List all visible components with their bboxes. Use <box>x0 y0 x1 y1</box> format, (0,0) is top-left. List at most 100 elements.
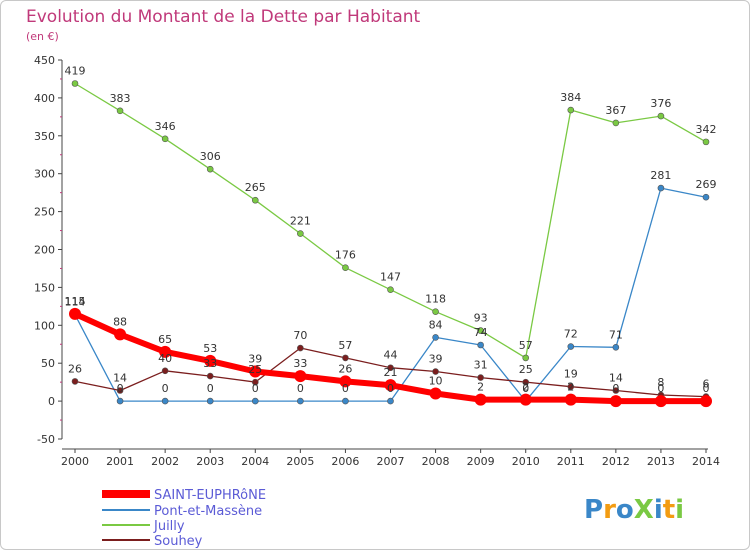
data-point <box>564 393 577 406</box>
data-point <box>114 328 127 341</box>
data-point <box>342 354 349 362</box>
proxiti-logo: ProXiti <box>584 495 684 525</box>
logo-letter: o <box>616 495 634 525</box>
data-label: 0 <box>657 382 664 395</box>
data-label: 72 <box>564 328 578 341</box>
data-point <box>612 119 620 127</box>
data-point <box>161 397 169 405</box>
y-tick-label: 450 <box>34 54 55 67</box>
data-label: 265 <box>245 181 266 194</box>
series-layer <box>69 80 712 408</box>
logo-letter: i <box>654 495 663 525</box>
data-label: 70 <box>293 329 307 342</box>
data-point <box>161 367 169 375</box>
x-tick-label: 2013 <box>647 455 675 468</box>
data-label: 0 <box>207 382 214 395</box>
data-point <box>432 334 439 341</box>
x-tick-label: 2009 <box>467 455 495 468</box>
data-label: 93 <box>474 312 488 325</box>
data-point <box>251 196 259 204</box>
data-point <box>251 397 259 405</box>
data-point <box>206 397 214 405</box>
data-label: 25 <box>519 363 533 376</box>
data-label: 306 <box>200 150 221 163</box>
data-label: 57 <box>338 339 352 352</box>
data-point <box>657 112 665 120</box>
data-point <box>206 372 214 380</box>
data-point <box>297 230 304 237</box>
data-label: 10 <box>429 375 443 388</box>
x-tick-label: 2006 <box>331 455 359 468</box>
data-label: 419 <box>65 64 86 77</box>
x-tick-label: 2005 <box>286 455 314 468</box>
x-tick-label: 2001 <box>106 455 134 468</box>
logo-wordmark: ProXiti <box>584 495 684 525</box>
data-label: 40 <box>158 352 172 365</box>
data-point <box>342 264 349 271</box>
data-label: 84 <box>429 318 443 331</box>
data-point <box>69 307 81 320</box>
data-point <box>612 343 620 351</box>
data-label: 25 <box>248 363 262 376</box>
data-label: 26 <box>68 362 82 375</box>
x-tick-label: 2004 <box>241 455 269 468</box>
data-point <box>206 165 214 173</box>
data-point <box>294 370 307 383</box>
y-tick-label: 400 <box>34 92 55 105</box>
data-point <box>342 397 349 405</box>
data-point <box>567 383 575 390</box>
x-tick-label: 2014 <box>692 455 720 468</box>
data-label: 281 <box>650 169 671 182</box>
legend-label: Souhey <box>154 534 203 549</box>
data-point <box>339 375 352 388</box>
y-tick-label: 200 <box>34 244 55 257</box>
data-label: 6 <box>703 378 710 391</box>
data-label: 57 <box>519 339 533 352</box>
data-point <box>71 378 79 385</box>
chart-title: Evolution du Montant de la Dette par Hab… <box>26 7 421 27</box>
data-label: 0 <box>612 382 619 395</box>
data-point <box>432 368 439 375</box>
logo-letter: X <box>634 495 654 525</box>
y-tick-label: 0 <box>48 395 55 408</box>
data-point <box>297 344 304 352</box>
data-label: 118 <box>425 293 446 306</box>
data-point <box>700 395 712 408</box>
data-label: 376 <box>650 97 671 110</box>
x-tick-label: 2000 <box>61 455 89 468</box>
data-label: 147 <box>380 271 401 284</box>
x-tick-label: 2012 <box>602 455 630 468</box>
legend-label: Juilly <box>153 519 185 534</box>
legend: SAINT-EUPHRôNEPont-et-MassèneJuillySouhe… <box>102 488 266 549</box>
data-label: 114 <box>65 296 86 309</box>
data-label: 2 <box>477 381 484 394</box>
y-tick-label: 50 <box>41 357 55 370</box>
y-tick-label: -50 <box>37 433 55 446</box>
data-label: 65 <box>158 333 172 346</box>
data-label: 0 <box>342 382 349 395</box>
data-point <box>387 364 394 372</box>
data-label: 21 <box>384 366 398 379</box>
data-point <box>522 378 530 386</box>
y-tick-label: 300 <box>34 168 55 181</box>
data-label: 0 <box>522 382 529 395</box>
data-label: 367 <box>605 104 626 117</box>
data-label: 14 <box>113 371 127 384</box>
chart-subtitle: (en €) <box>26 30 59 43</box>
data-point <box>702 193 710 201</box>
data-point <box>477 341 484 349</box>
data-point <box>477 327 484 334</box>
x-tick-label: 2011 <box>557 455 585 468</box>
data-label: 8 <box>657 376 664 389</box>
data-label: 0 <box>297 382 304 395</box>
data-point <box>116 387 124 394</box>
data-point <box>297 397 304 405</box>
legend-label: SAINT-EUPHRôNE <box>154 488 266 503</box>
data-point <box>387 397 394 405</box>
data-label: 0 <box>252 382 259 395</box>
data-point <box>609 395 622 408</box>
data-point <box>159 345 172 358</box>
data-point <box>567 343 575 350</box>
